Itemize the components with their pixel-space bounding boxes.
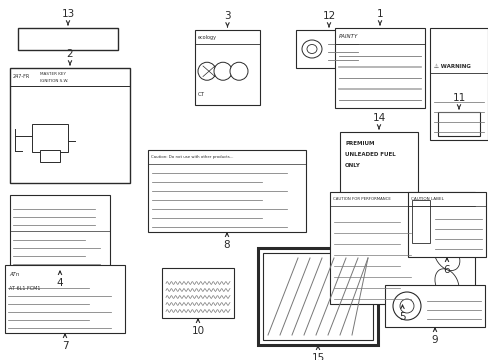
Ellipse shape	[433, 242, 459, 271]
Bar	[295, 30, 361, 68]
Bar	[10, 68, 130, 183]
Bar	[339, 132, 417, 204]
Text: CT: CT	[198, 93, 204, 98]
Text: 7: 7	[61, 341, 68, 351]
Text: AT 6L1 FCM1: AT 6L1 FCM1	[9, 287, 41, 292]
Text: IGNITION S.W.: IGNITION S.W.	[40, 79, 68, 83]
Text: 1: 1	[376, 9, 383, 19]
Circle shape	[392, 292, 420, 320]
Text: MASTER KEY: MASTER KEY	[40, 72, 66, 76]
Bar	[329, 192, 474, 304]
Text: 10: 10	[191, 326, 204, 336]
Text: ONLY: ONLY	[345, 163, 360, 168]
Circle shape	[229, 62, 247, 80]
Bar	[384, 285, 484, 327]
Circle shape	[198, 62, 216, 80]
Ellipse shape	[302, 40, 321, 58]
Text: 2: 2	[66, 49, 73, 59]
Text: ⚠ WARNING: ⚠ WARNING	[433, 63, 470, 68]
Ellipse shape	[306, 45, 316, 54]
Bar	[162, 268, 234, 318]
Bar	[32, 125, 68, 153]
Text: CAUTION LABEL: CAUTION LABEL	[410, 197, 443, 201]
Circle shape	[399, 299, 413, 313]
Text: Caution: Do not use with other products...: Caution: Do not use with other products.…	[151, 155, 233, 159]
Text: PREMIUM: PREMIUM	[345, 141, 374, 147]
Bar	[18, 28, 118, 50]
Text: ecology: ecology	[198, 35, 217, 40]
Text: 5: 5	[398, 312, 405, 322]
Text: ATn: ATn	[9, 273, 19, 278]
Bar	[429, 28, 487, 140]
Bar	[407, 192, 485, 257]
Ellipse shape	[434, 269, 458, 299]
Bar	[195, 30, 260, 105]
Circle shape	[214, 62, 231, 80]
Bar	[10, 195, 110, 270]
Text: 3: 3	[224, 11, 230, 21]
Text: 9: 9	[431, 335, 437, 345]
Ellipse shape	[432, 214, 460, 242]
Bar	[411, 200, 429, 243]
Bar	[263, 253, 372, 340]
Text: 13: 13	[61, 9, 75, 19]
Text: 14: 14	[372, 113, 385, 123]
Text: 6: 6	[443, 265, 449, 275]
Text: 11: 11	[451, 93, 465, 103]
Text: UNLEADED FUEL: UNLEADED FUEL	[345, 153, 395, 157]
Text: 8: 8	[223, 240, 230, 250]
Bar	[334, 28, 424, 108]
Text: CAUTION FOR PERFORMANCE: CAUTION FOR PERFORMANCE	[332, 197, 390, 201]
Bar	[258, 248, 377, 345]
Text: 15: 15	[311, 353, 324, 360]
Bar	[5, 265, 125, 333]
Text: 247-FR: 247-FR	[13, 75, 30, 80]
Bar	[148, 150, 305, 232]
Bar	[437, 112, 479, 136]
Text: PAINTY: PAINTY	[338, 33, 358, 39]
Text: 12: 12	[322, 11, 335, 21]
Text: 4: 4	[57, 278, 63, 288]
Bar	[40, 150, 60, 162]
